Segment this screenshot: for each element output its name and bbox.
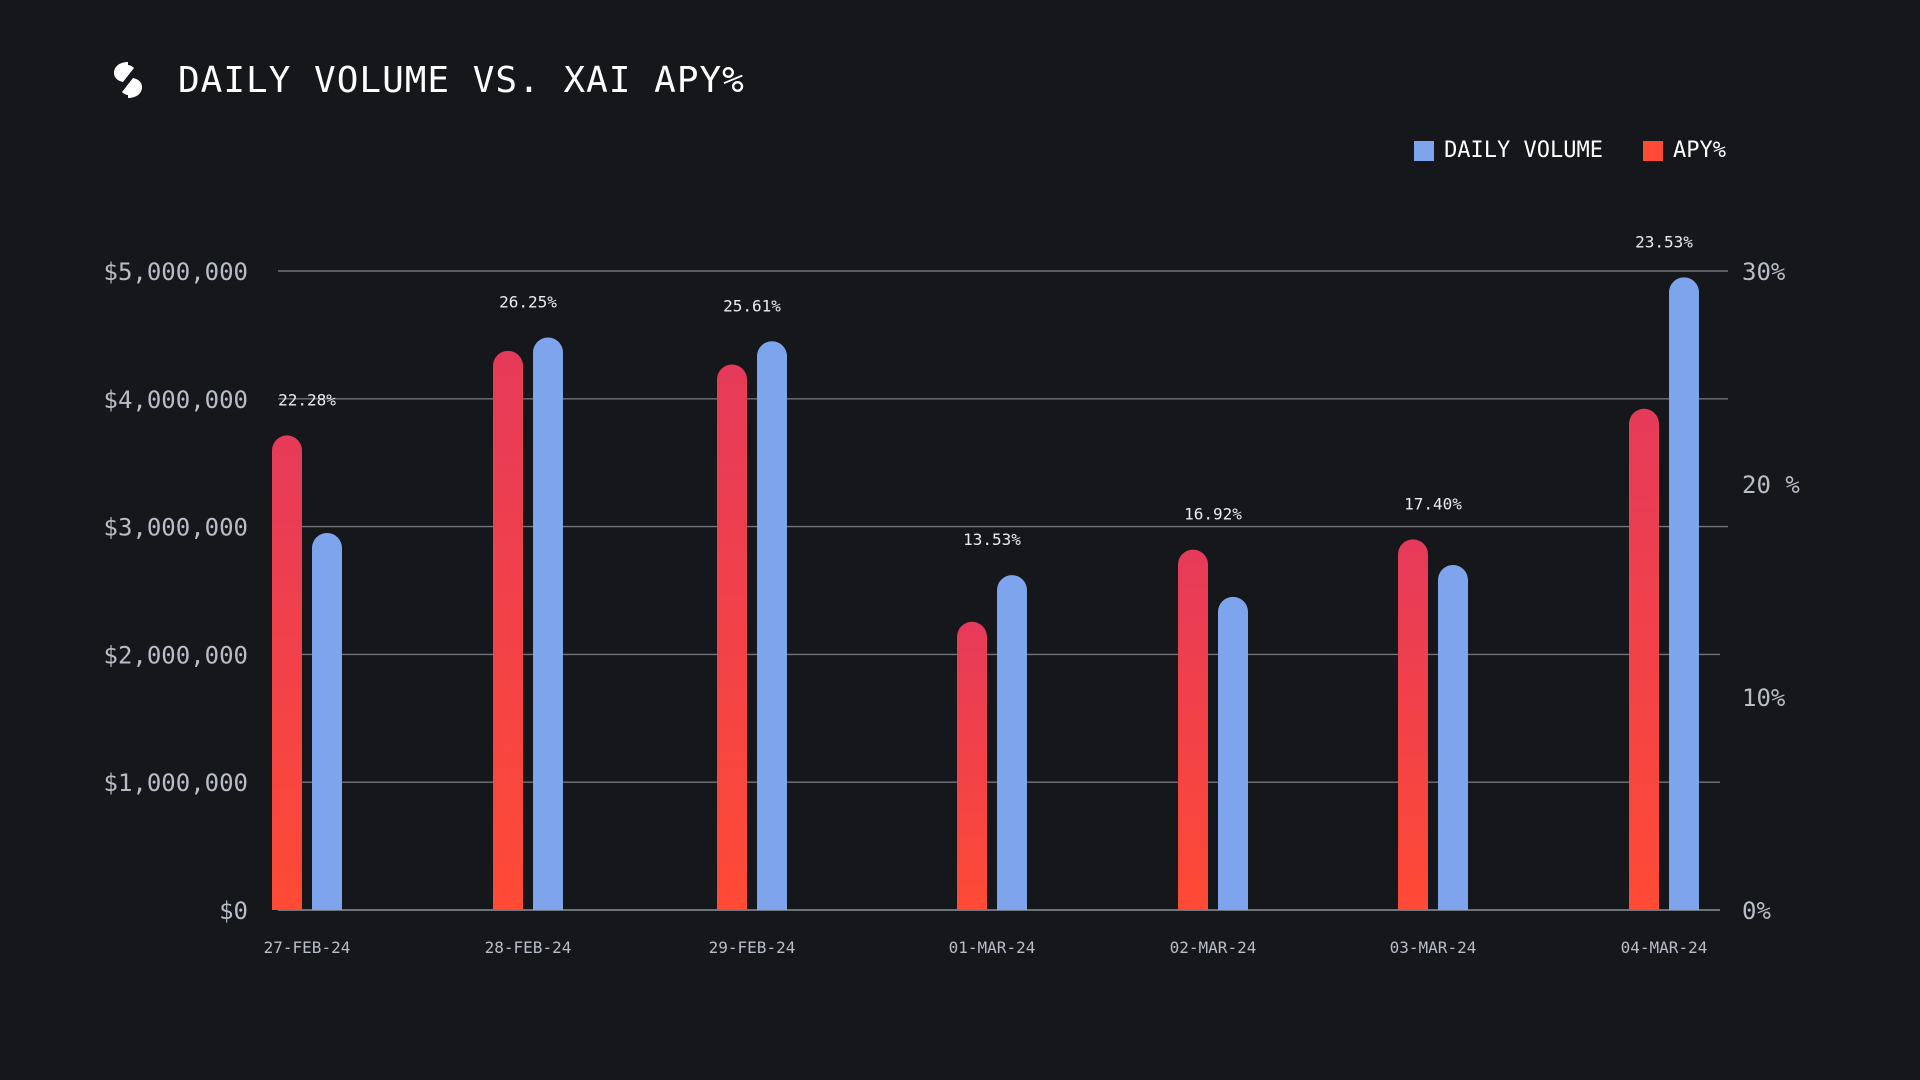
apy-bar-5: [1398, 539, 1428, 910]
apy-bar-2: [717, 364, 747, 911]
volume-bar-4: [1218, 596, 1248, 910]
x-tick-label-1: 28-FEB-24: [485, 938, 572, 957]
legend-label-apy: APY%: [1673, 138, 1726, 163]
y-right-tick-label-2: 20 %: [1742, 471, 1800, 499]
apy-data-label-0: 22.28%: [278, 390, 336, 409]
y-left-tick-label-5: $5,000,000: [104, 258, 249, 286]
legend-swatch-volume: [1414, 140, 1435, 161]
volume-bar-6: [1669, 277, 1699, 910]
y-left-tick-label-3: $3,000,000: [104, 514, 249, 542]
volume-bar-1: [533, 337, 563, 910]
x-tick-label-2: 29-FEB-24: [709, 938, 796, 957]
y-left-tick-label-4: $4,000,000: [104, 386, 249, 414]
x-tick-label-5: 03-MAR-24: [1390, 938, 1477, 957]
brand-logo-icon: [114, 62, 142, 98]
apy-data-label-6: 23.53%: [1635, 232, 1693, 251]
x-tick-label-4: 02-MAR-24: [1170, 938, 1257, 957]
legend-item-daily-volume[interactable]: DAILY VOLUME: [1414, 138, 1603, 163]
x-tick-label-6: 04-MAR-24: [1621, 938, 1708, 957]
apy-bar-6: [1629, 408, 1659, 910]
y-right-tick-label-1: 10%: [1742, 684, 1786, 712]
y-right-tick-label-0: 0%: [1742, 897, 1771, 925]
apy-data-label-3: 13.53%: [963, 530, 1021, 549]
labels: $0 $1,000,000 $2,000,000 $3,000,000 $4,000,0…: [104, 232, 1801, 957]
apy-bar-3: [957, 621, 987, 910]
y-left-tick-label-2: $2,000,000: [104, 641, 249, 669]
apy-bar-0: [272, 435, 302, 910]
volume-bar-5: [1438, 564, 1468, 910]
x-tick-label-0: 27-FEB-24: [264, 938, 351, 957]
volume-bar-2: [757, 341, 787, 910]
apy-bar-1: [493, 350, 523, 911]
apy-data-label-4: 16.92%: [1184, 505, 1242, 524]
y-left-tick-label-1: $1,000,000: [104, 769, 249, 797]
chart-header: DAILY VOLUME VS. XAI APY%: [112, 56, 745, 104]
apy-data-label-1: 26.25%: [499, 292, 557, 311]
apy-data-label-5: 17.40%: [1404, 494, 1462, 513]
apy-bar-4: [1178, 549, 1208, 910]
bars: [272, 277, 1699, 911]
y-left-tick-label-0: $0: [219, 897, 248, 925]
chart-legend: DAILY VOLUME APY%: [1414, 138, 1726, 163]
legend-item-apy[interactable]: APY%: [1643, 138, 1726, 163]
legend-swatch-apy: [1643, 140, 1664, 161]
x-tick-label-3: 01-MAR-24: [949, 938, 1036, 957]
apy-data-label-2: 25.61%: [723, 296, 781, 315]
y-right-tick-label-3: 30%: [1742, 258, 1786, 286]
legend-label-volume: DAILY VOLUME: [1444, 138, 1604, 163]
volume-bar-0: [312, 532, 342, 910]
chart-title: DAILY VOLUME VS. XAI APY%: [178, 59, 745, 101]
volume-bar-3: [997, 575, 1027, 910]
